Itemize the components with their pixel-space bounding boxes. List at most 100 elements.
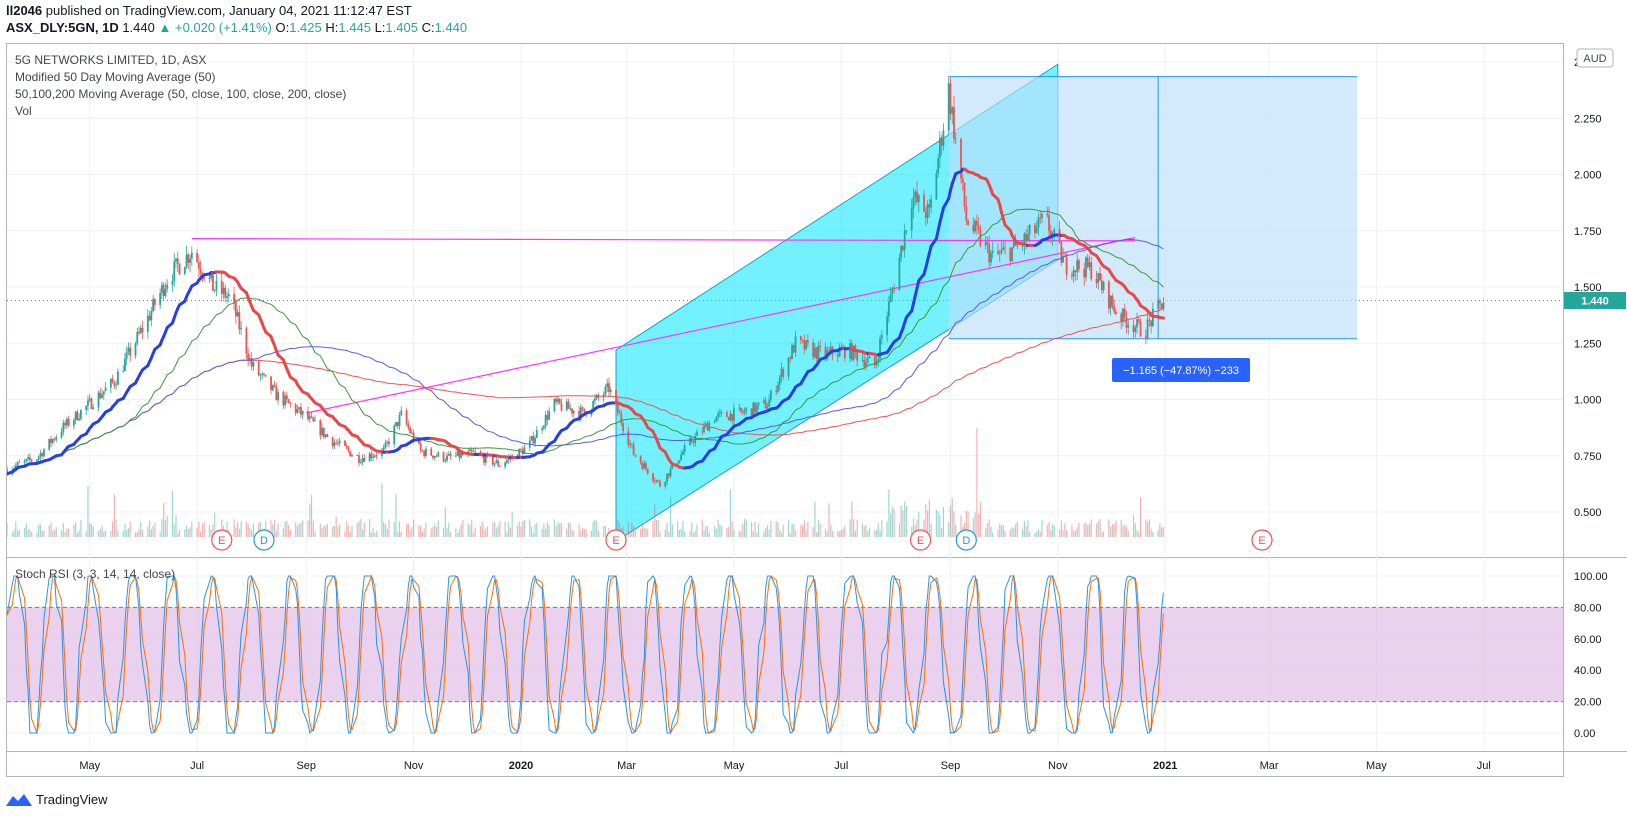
time-axis[interactable]: May Jul Sep Nov 2020 Mar May Jul Sep Nov 2021 Mar Ma… [79,760,1490,772]
currency-badge[interactable]: AUD [1576,48,1614,68]
volume-bar [1029,531,1031,537]
volume-bar [198,521,200,537]
candle-body [64,422,66,426]
price-axis[interactable]: 0.500 0.750 1.000 1.250 1.500 1.750 2.000 2.250… [1574,57,1602,519]
candle-body [866,358,869,363]
volume-bar [578,523,580,537]
volume-bar [38,524,40,537]
candle-body [1160,303,1163,309]
indicator-ma-50-100-200[interactable]: 50,100,200 Moving Average (50, close, 10… [15,87,347,101]
volume-bar [423,528,425,537]
volume-bar [941,527,943,537]
volume-bar [196,527,198,537]
dividend-marker[interactable]: D [253,529,275,551]
earnings-marker[interactable]: E [211,529,233,551]
dividend-marker[interactable]: D [955,529,977,551]
volume-bar [245,521,247,537]
candle-body [27,457,30,459]
candle-body [1072,270,1075,277]
volume-bar [881,520,883,537]
indicator-volume[interactable]: Vol [15,104,32,118]
volume-bar [742,524,744,537]
volume-bar [1145,519,1147,537]
candle-body [743,410,746,413]
candle-body [1027,234,1029,241]
publisher-name[interactable]: ll2046 [6,3,43,18]
volume-bar [374,532,376,537]
stoch-axis[interactable]: 0.00 20.00 40.00 60.00 80.00 100.00 [1574,571,1608,740]
candle-body [1095,279,1098,284]
candle-body [1150,320,1153,326]
candle-body [1102,281,1105,291]
volume-bar [115,519,117,537]
stoch-tick-label: 100.00 [1574,571,1608,583]
earnings-marker[interactable]: E [605,529,627,551]
candle-body [153,299,156,306]
volume-bar [1036,531,1038,537]
indicator-stoch-rsi[interactable]: Stoch RSI (3, 3, 14, 14, close) [15,567,176,581]
volume-bar [1134,523,1136,537]
candle-body [891,290,894,295]
candle-body [122,371,125,372]
measure-box [948,76,1358,339]
volume-bar [757,523,760,537]
volume-bar [604,526,607,537]
open-label: O: [275,20,290,35]
symbol-label[interactable]: ASX_DLY:5GN, 1D [6,20,119,35]
earnings-marker[interactable]: E [909,529,932,551]
candle-body [1074,270,1077,273]
earnings-marker[interactable]: E [1251,529,1273,551]
volume-bar [127,528,130,537]
candle-body [74,411,77,421]
volume-bar [50,522,52,537]
volume-bar [898,523,901,537]
volume-bar [360,519,362,537]
volume-bar [446,528,448,537]
candle-body [592,401,595,410]
volume-bar [384,523,387,537]
volume-bar [729,489,732,537]
chart-title[interactable]: 5G NETWORKS LIMITED, 1D, ASX [15,53,207,67]
volume-bar [238,528,240,537]
candle-body [183,267,186,275]
volume-bar [802,525,804,537]
volume-bar [545,528,547,537]
volume-bar [298,523,300,537]
dividend-marker-label: D [962,535,970,547]
candle-body [437,452,440,457]
volume-bar [645,528,647,537]
volume-bar [449,532,452,537]
volume-bar [1048,522,1050,537]
volume-bar [235,527,237,537]
volume-bar [15,521,17,537]
candle-body [307,411,309,420]
volume-bar [405,523,408,537]
candle-body [48,438,51,450]
last-price: 1.440 [122,20,155,35]
candle-body [1088,262,1091,267]
drawing-tools[interactable] [191,63,1358,543]
candle-body [868,356,871,359]
tradingview-logo-text: TradingView [36,792,108,807]
indicator-modified-ma[interactable]: Modified 50 Day Moving Average (50) [15,70,216,84]
candle-body [284,395,287,406]
volume-bar [309,503,311,537]
candle-body [1085,257,1087,278]
candle-body [937,157,940,174]
candle-body [493,463,496,465]
measure-tooltip[interactable]: −1.165 (−47.87%) −233 [1112,358,1250,382]
rising-trendline [306,236,1136,414]
candle-body [236,312,239,317]
candle-body [454,455,457,457]
candle-body [102,391,105,395]
volume-bar [458,529,460,537]
tradingview-logo[interactable]: TradingView [6,792,108,807]
volume-bar [928,500,930,537]
volume-bar [1113,523,1115,537]
volume-bar [122,531,124,537]
candle-body [1159,300,1161,304]
volume-bar [529,519,531,537]
volume-bar [126,529,128,537]
